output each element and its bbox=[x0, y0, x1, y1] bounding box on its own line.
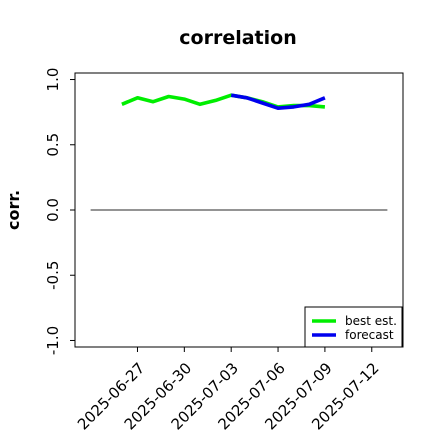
y-axis: -1.0 -0.5 0.0 0.5 1.0 bbox=[44, 68, 75, 355]
series-line-forecast bbox=[230, 93, 326, 110]
y-tick-label: -1.0 bbox=[44, 326, 62, 355]
y-tick-label: -0.5 bbox=[44, 261, 62, 290]
legend: best est. forecast bbox=[304, 306, 403, 348]
x-axis: 2025-06-272025-06-302025-07-032025-07-06… bbox=[74, 347, 383, 433]
y-tick-label: 0.0 bbox=[44, 198, 62, 222]
y-tick-label: 0.5 bbox=[44, 133, 62, 157]
chart-title: correlation bbox=[179, 27, 296, 49]
y-axis-label: corr. bbox=[4, 190, 23, 230]
legend-label-forecast: forecast bbox=[345, 328, 394, 342]
legend-label-best-est: best est. bbox=[345, 314, 397, 328]
y-tick-label: 1.0 bbox=[44, 68, 62, 92]
legend-box bbox=[304, 306, 403, 348]
series-layer bbox=[121, 93, 326, 110]
